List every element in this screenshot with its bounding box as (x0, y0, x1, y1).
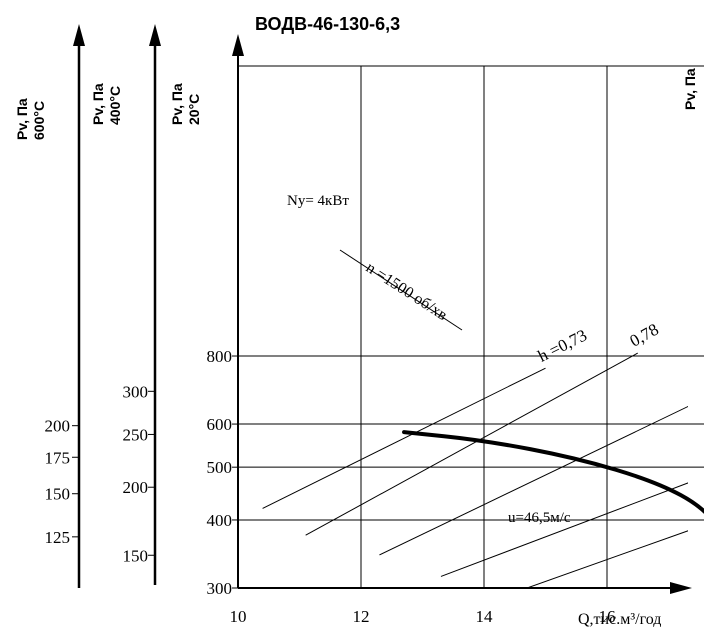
series-layer (402, 430, 704, 514)
efficiency-line (379, 405, 688, 556)
axis-600c: Pv, Па 600°C (14, 24, 85, 588)
y-tick-label-400c: 250 (123, 425, 149, 444)
y-tick-label-20c: 500 (207, 458, 233, 477)
series-line-n1500 (402, 430, 704, 514)
efficiency-line (440, 482, 688, 577)
grid (238, 65, 704, 588)
y-tick-label-20c: 400 (207, 511, 233, 530)
y-tick-labels: 800 600 500 400 300 300 250 200 150 200 175 150 125 (45, 347, 238, 598)
axis-400c-label-top: Pv, Па (90, 83, 106, 125)
velocity-annotation: u=46,5м/с (508, 510, 571, 526)
y-tick-label-600c: 200 (45, 417, 71, 436)
efficiency-line (305, 352, 638, 536)
y-tick-label-20c: 300 (207, 579, 233, 598)
y-tick-label-400c: 200 (123, 478, 149, 497)
right-axis-label: Pv, Па (682, 68, 698, 110)
efficiency-label: h =0,73 (535, 326, 590, 366)
speed-label: n =1500 об/хв (363, 259, 451, 324)
x-tick-label: 16 (599, 607, 616, 626)
y-tick-label-400c: 300 (123, 382, 149, 401)
efficiency-labels: h =0,730,780,810,780,735 (535, 320, 662, 366)
y-tick-label-400c: 150 (123, 546, 149, 565)
y-tick-label-20c: 800 (207, 347, 233, 366)
power-annotation: Ny= 4кВт (287, 193, 349, 209)
efficiency-lines (262, 352, 688, 587)
x-tick-label: 14 (476, 607, 494, 626)
efficiency-line (528, 530, 688, 587)
axis-600c-label-bottom: 600°C (31, 101, 47, 140)
efficiency-line (262, 367, 546, 509)
y-tick-label-600c: 125 (45, 528, 71, 547)
y-tick-label-600c: 150 (45, 485, 71, 504)
x-axis-label: Q,тис.м³/год (578, 611, 661, 628)
y-tick-label-600c: 175 (45, 448, 71, 467)
x-tick-labels: 101214161820 (230, 607, 616, 626)
x-tick-label: 10 (230, 607, 247, 626)
chart-title: ВОДВ-46-130-6,3 (255, 14, 400, 34)
axis-400c-label-bottom: 400°C (107, 86, 123, 125)
x-tick-label: 12 (353, 607, 370, 626)
axis-20c-label-top: Pv, Па (169, 83, 185, 125)
efficiency-label: 0,78 (627, 320, 662, 351)
main-axes: Pv, Па 20°C Pv, Па Q,тис.м³/год (169, 34, 698, 628)
axis-20c-label-bottom: 20°C (186, 94, 202, 125)
axis-400c: Pv, Па 400°C (90, 24, 161, 585)
axis-600c-label-top: Pv, Па (14, 98, 30, 140)
speed-leader-line (339, 249, 463, 331)
y-tick-label-20c: 600 (207, 415, 233, 434)
